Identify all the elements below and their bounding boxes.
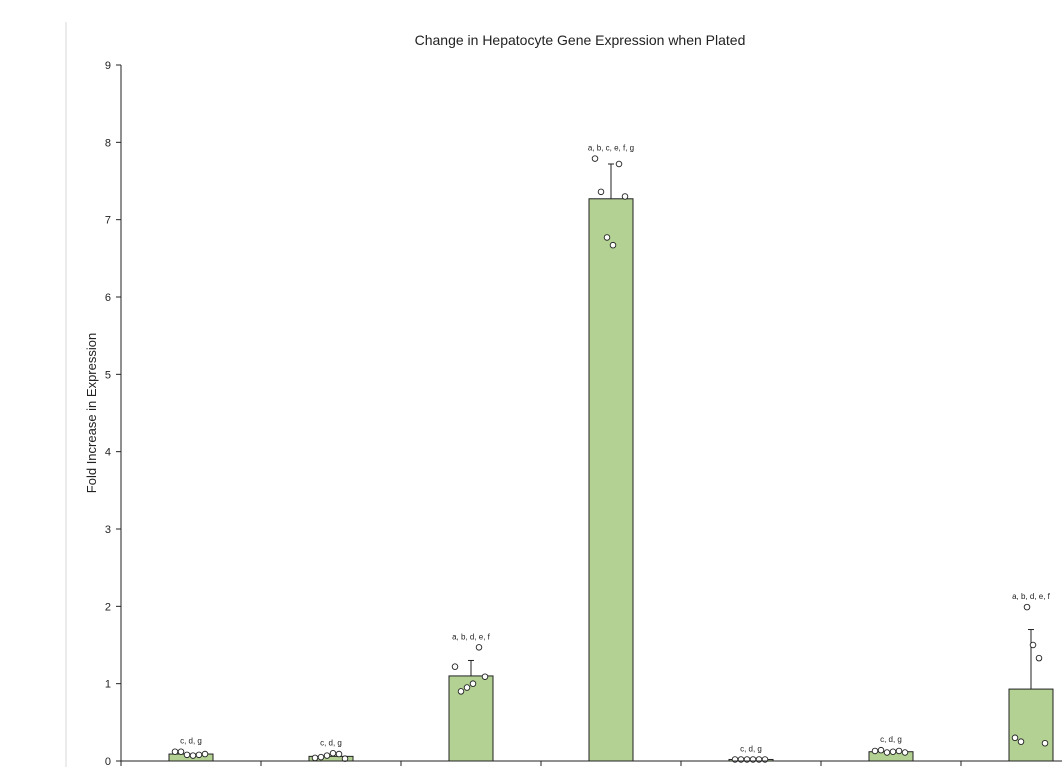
data-point xyxy=(603,234,611,241)
data-point xyxy=(317,753,325,761)
chart-title: Change in Hepatocyte Gene Expression whe… xyxy=(415,32,746,48)
data-point xyxy=(469,680,477,687)
data-point xyxy=(329,750,337,757)
y-tick-label: 0 xyxy=(105,756,111,767)
data-point xyxy=(877,746,885,754)
y-tick-label: 5 xyxy=(105,369,111,381)
data-point xyxy=(323,752,331,759)
y-axis: 0 1 2 3 4 5 6 7 8 9 xyxy=(105,60,122,767)
data-point xyxy=(183,751,191,759)
data-point xyxy=(1023,603,1031,611)
significance-label: a, b, c, e, f, g xyxy=(588,144,634,153)
bars-layer xyxy=(168,198,1054,762)
data-point xyxy=(475,644,483,651)
y-axis-label: Fold Increase in Expression xyxy=(84,333,99,493)
data-point xyxy=(311,754,319,762)
data-point xyxy=(201,750,209,758)
data-point xyxy=(889,748,897,755)
significance-label: a, b, d, e, f xyxy=(1012,592,1051,601)
y-tick-label: 1 xyxy=(105,679,111,691)
y-tick-label: 8 xyxy=(105,137,111,149)
data-point xyxy=(1017,738,1025,745)
data-point xyxy=(1011,734,1019,742)
y-tick-label: 9 xyxy=(105,60,111,72)
significance-labels-layer: c, d, g c, d, g a, b, d, e, f a, b, c, e, f… xyxy=(180,144,1051,754)
data-point xyxy=(457,688,465,695)
y-tick-label: 7 xyxy=(105,215,111,227)
data-point xyxy=(901,749,909,756)
data-point xyxy=(883,749,891,756)
data-point xyxy=(621,193,629,200)
data-point xyxy=(615,160,623,168)
data-point xyxy=(597,188,605,196)
data-point xyxy=(171,748,179,755)
significance-label: c, d, g xyxy=(740,744,762,753)
significance-label: c, d, g xyxy=(180,737,202,746)
y-tick-label: 4 xyxy=(105,447,111,459)
data-point xyxy=(189,752,197,759)
data-point xyxy=(451,663,459,670)
data-point xyxy=(591,155,599,162)
error-bars-layer xyxy=(468,163,1034,690)
significance-label: c, d, g xyxy=(880,735,902,744)
data-point xyxy=(1035,654,1043,662)
data-point xyxy=(335,750,343,758)
data-point xyxy=(895,747,903,755)
data-point xyxy=(609,241,617,249)
significance-label: c, d, g xyxy=(320,738,342,747)
data-point xyxy=(1041,739,1049,747)
bar xyxy=(588,198,634,762)
data-point xyxy=(195,751,203,759)
data-point xyxy=(1029,641,1037,649)
significance-label: a, b, d, e, f xyxy=(452,632,491,641)
data-points-layer xyxy=(171,155,1049,763)
x-axis xyxy=(120,760,1062,766)
y-tick-label: 2 xyxy=(105,601,111,613)
y-tick-label: 3 xyxy=(105,524,111,536)
data-point xyxy=(177,748,185,755)
data-point xyxy=(463,684,471,691)
bar xyxy=(448,675,494,762)
data-point xyxy=(871,747,879,755)
y-tick-label: 6 xyxy=(105,292,111,304)
bar xyxy=(1008,688,1054,762)
data-point xyxy=(481,673,489,680)
